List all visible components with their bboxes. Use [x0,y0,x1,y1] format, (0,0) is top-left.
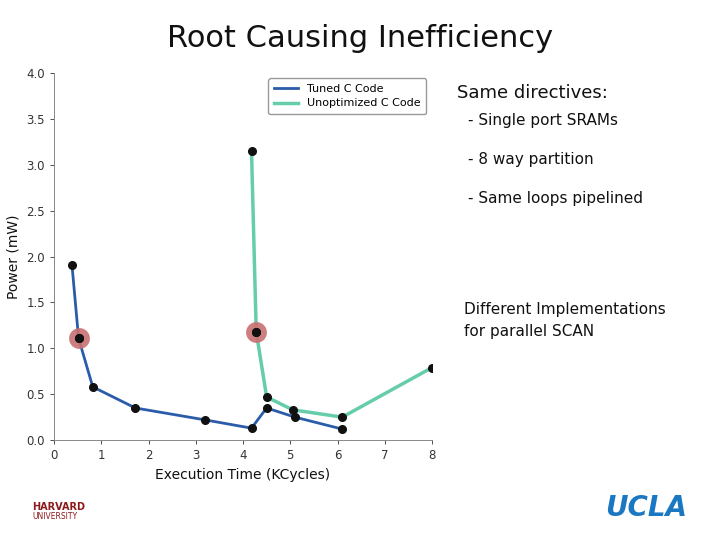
Text: Different Implementations
for parallel SCAN: Different Implementations for parallel S… [464,302,666,339]
X-axis label: Execution Time (KCycles): Execution Time (KCycles) [156,468,330,482]
Text: - Single port SRAMs: - Single port SRAMs [468,113,618,129]
Text: UCLA: UCLA [606,494,688,522]
Y-axis label: Power (mW): Power (mW) [6,214,21,299]
Text: UNIVERSITY: UNIVERSITY [32,512,78,521]
Text: Same directives:: Same directives: [457,84,608,102]
Legend: Tuned C Code, Unoptimized C Code: Tuned C Code, Unoptimized C Code [269,78,426,114]
Text: Root Causing Inefficiency: Root Causing Inefficiency [167,24,553,53]
Text: HARVARD: HARVARD [32,502,86,511]
Text: - Same loops pipelined: - Same loops pipelined [468,191,643,206]
Text: - 8 way partition: - 8 way partition [468,152,593,167]
